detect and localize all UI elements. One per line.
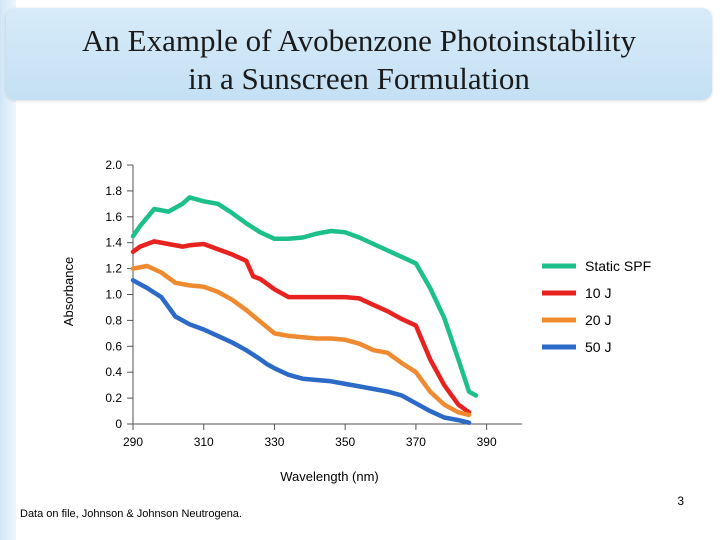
page-number: 3 (677, 494, 684, 508)
legend-label-3: 50 J (585, 339, 611, 355)
x-axis-label: Wavelength (nm) (280, 469, 379, 484)
series-line-3 (130, 278, 472, 425)
x-tick-label: 290 (123, 435, 143, 449)
y-tick-label: 1.2 (105, 262, 122, 276)
y-tick-label: 0 (115, 417, 122, 431)
x-tick-label: 350 (335, 435, 355, 449)
y-tick-label: 1.0 (105, 288, 122, 302)
y-tick-label: 0.8 (105, 313, 122, 327)
legend-label-0: Static SPF (585, 258, 651, 274)
legend-label-1: 10 J (585, 285, 611, 301)
x-tick-label: 330 (264, 435, 284, 449)
left-decorative-band (0, 0, 16, 540)
y-tick-label: 0.4 (105, 365, 122, 379)
title-banner: An Example of Avobenzone Photoinstabilit… (6, 8, 712, 100)
series-line-1 (130, 239, 472, 415)
y-axis-label: Absorbance (61, 257, 76, 326)
series-line-2 (130, 263, 472, 418)
x-tick-label: 310 (194, 435, 214, 449)
slide-title-line-1: An Example of Avobenzone Photoinstabilit… (82, 23, 636, 58)
y-tick-label: 0.2 (105, 391, 122, 405)
series-line-0 (130, 195, 479, 398)
y-tick-label: 1.8 (105, 184, 122, 198)
x-tick-label: 390 (477, 435, 497, 449)
x-tick-label: 370 (406, 435, 426, 449)
y-tick-label: 1.4 (105, 236, 122, 250)
legend-label-2: 20 J (585, 312, 611, 328)
slide-title-line-2: in a Sunscreen Formulation (188, 61, 530, 96)
y-tick-label: 2.0 (105, 158, 122, 172)
y-tick-label: 0.6 (105, 339, 122, 353)
footnote: Data on file, Johnson & Johnson Neutroge… (20, 508, 242, 520)
y-tick-label: 1.6 (105, 210, 122, 224)
